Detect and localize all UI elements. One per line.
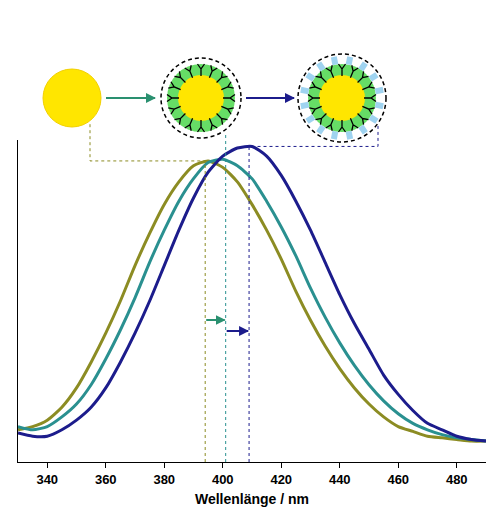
svg-text:420: 420: [270, 472, 292, 487]
svg-text:Wellenlänge / nm: Wellenlänge / nm: [195, 491, 309, 507]
svg-text:400: 400: [212, 472, 234, 487]
svg-text:360: 360: [95, 472, 117, 487]
svg-text:380: 380: [153, 472, 175, 487]
svg-text:340: 340: [36, 472, 58, 487]
svg-text:460: 460: [387, 472, 409, 487]
svg-text:480: 480: [446, 472, 468, 487]
svg-text:440: 440: [329, 472, 351, 487]
